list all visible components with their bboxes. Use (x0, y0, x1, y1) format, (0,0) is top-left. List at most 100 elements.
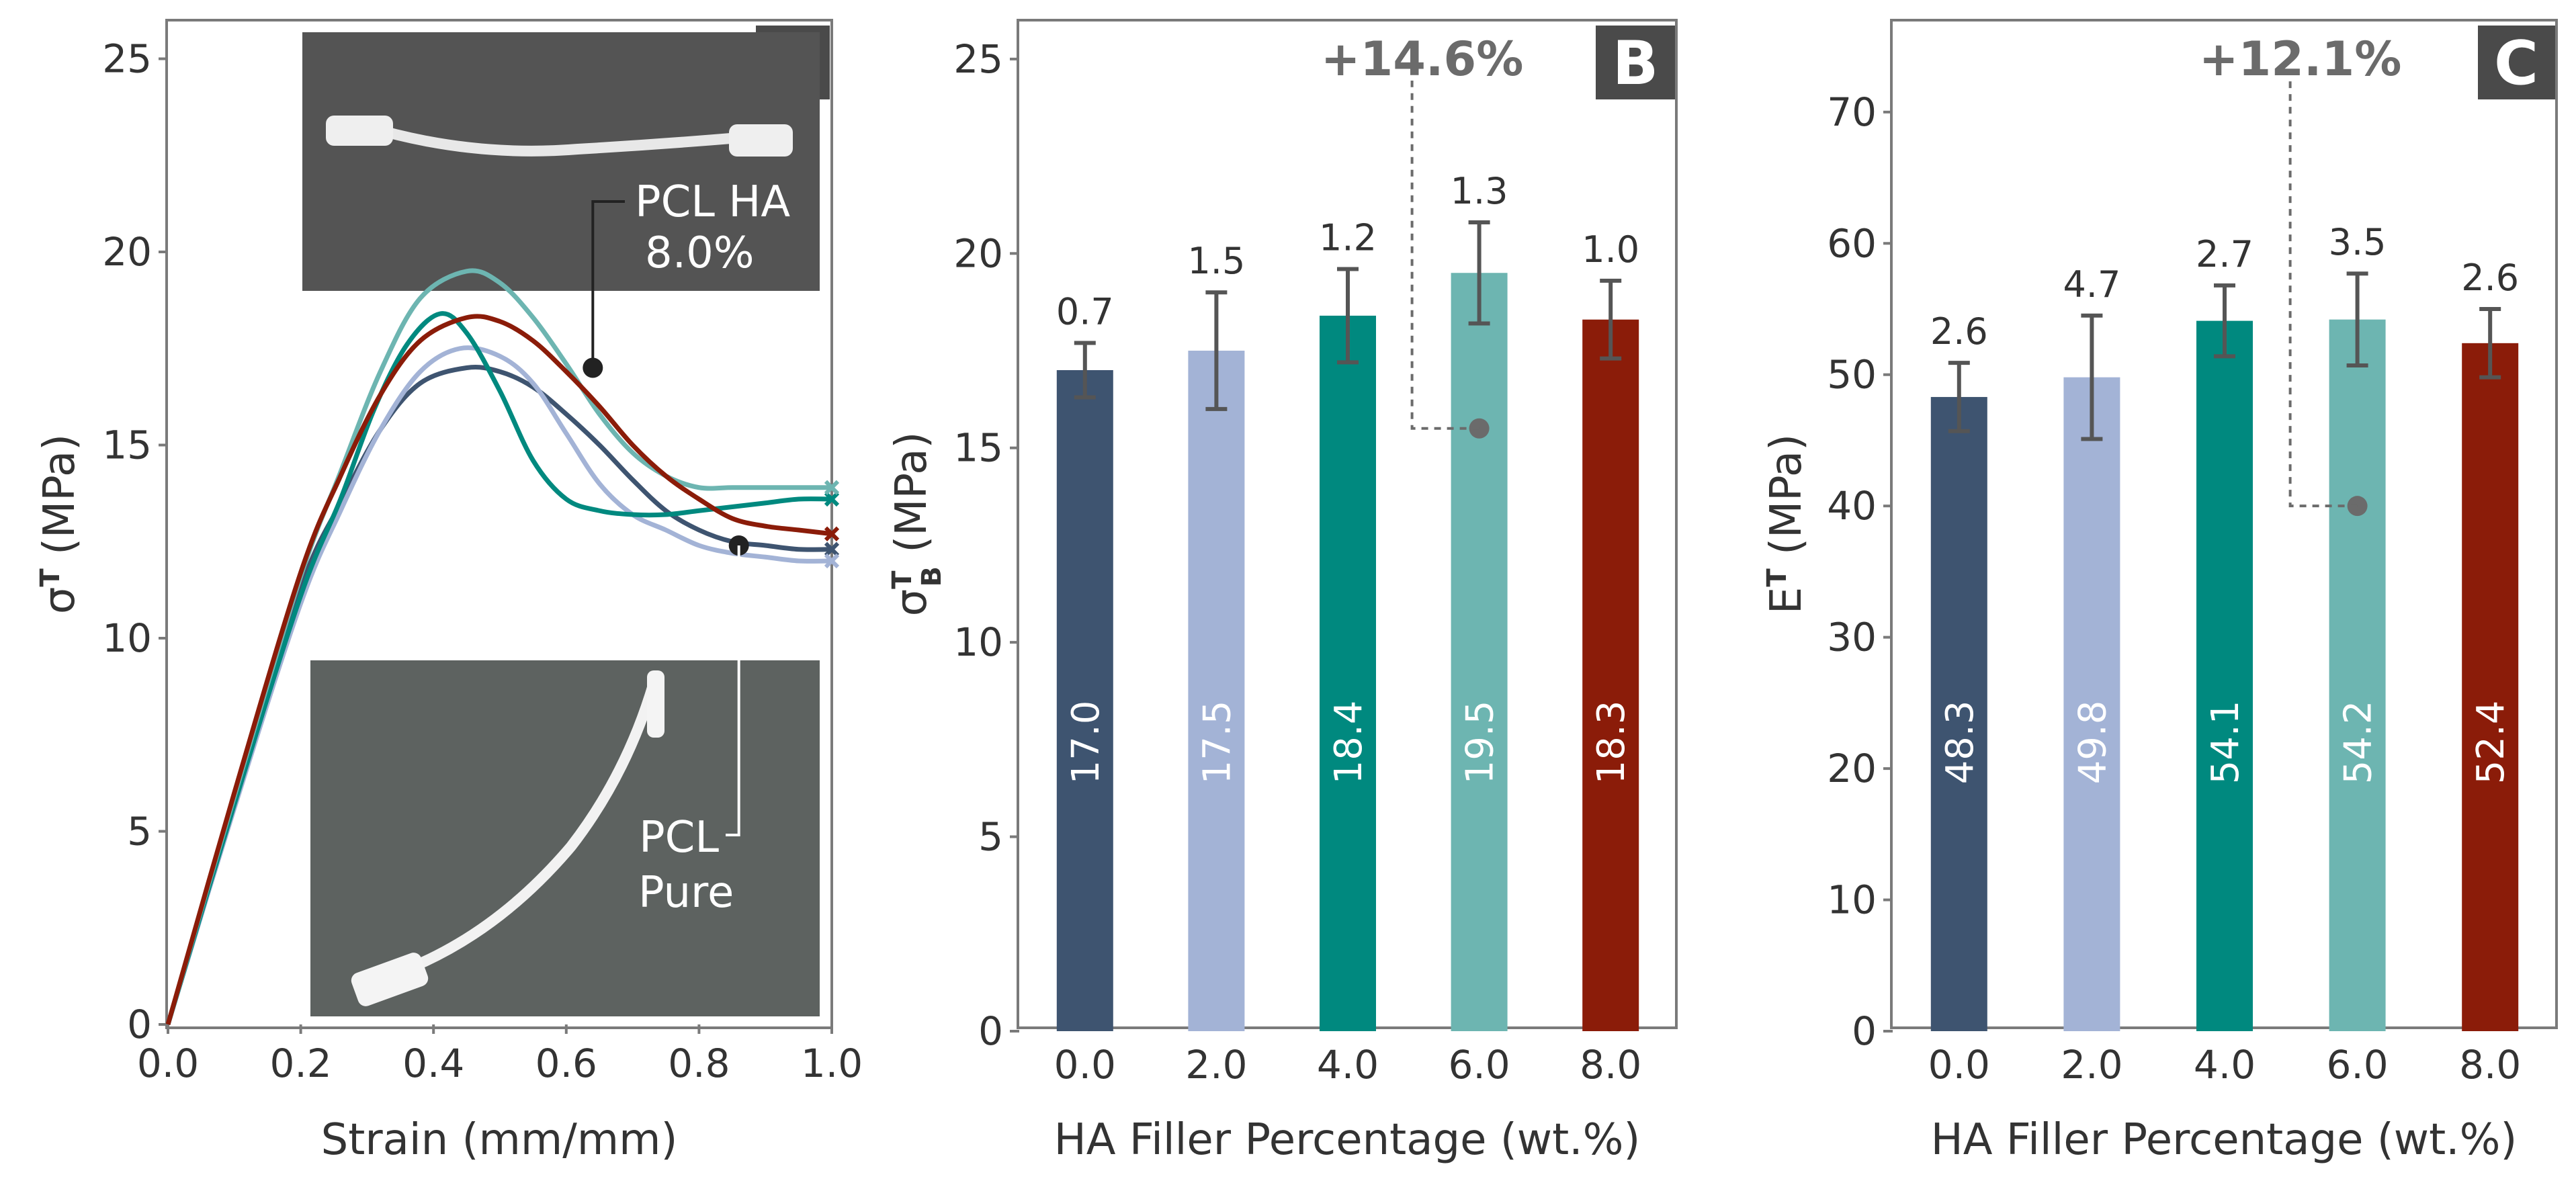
panel-a-xlabel: Strain (mm/mm) (321, 1115, 678, 1165)
x-tick-label: 4.0 (2194, 1042, 2256, 1088)
y-tick-label: 70 (1827, 89, 1877, 135)
x-tick-label: 0.6 (535, 1041, 597, 1086)
panel-b-xlabel: HA Filler Percentage (wt.%) (1054, 1115, 1641, 1165)
annotation-label-pure-line1: PCL (639, 813, 719, 863)
error-label: 1.2 (1319, 216, 1377, 259)
panel-b-ylabel: σTB (MPa) (887, 432, 947, 617)
value-label: 49.8 (2071, 701, 2114, 785)
y-tick-label: 20 (953, 230, 1003, 276)
x-tick-label: 0.2 (269, 1041, 331, 1086)
series-line-40 (165, 311, 832, 1026)
annotation-leader-pure (726, 545, 740, 836)
panel-b-strength: B 0 5 10 15 20 25 0.0 2.0 4.0 6.0 8.0 0.7 17.0 1.5 17… (887, 19, 1678, 1165)
bar (2329, 319, 2386, 1031)
error-label: 3.5 (2329, 221, 2387, 263)
error-label: 0.7 (1056, 290, 1114, 333)
value-label: 52.4 (2469, 701, 2513, 785)
y-tick-label: 5 (978, 814, 1003, 860)
y-tick-label: 25 (953, 36, 1003, 82)
value-label: 54.1 (2204, 701, 2247, 785)
value-label: 17.5 (1195, 701, 1239, 785)
y-tick-label: 40 (1827, 483, 1877, 529)
annotation-label-ha-line1: PCL HA (635, 177, 790, 227)
y-tick-label: 15 (953, 425, 1003, 471)
error-label: 1.5 (1187, 240, 1245, 282)
series-end-marker (824, 553, 840, 569)
y-tick-label: 60 (1827, 220, 1877, 266)
bar (1451, 273, 1508, 1031)
panel-a-axes: 0 5 10 15 20 25 0.0 0.2 0.4 0.6 0.8 1.0 (102, 36, 863, 1087)
error-label: 4.7 (2063, 263, 2120, 306)
y-tick-label: 10 (1827, 877, 1877, 923)
panel-b-tag: B (1613, 28, 1659, 99)
panel-c-xlabel: HA Filler Percentage (wt.%) (1931, 1115, 2518, 1165)
panel-a-frame (165, 19, 833, 1029)
bar (1582, 319, 1639, 1031)
bar (1056, 369, 1113, 1031)
specimen-photo-top (302, 32, 820, 291)
callout-label: +14.6% (1321, 32, 1524, 87)
y-tick-label: 20 (102, 229, 152, 275)
y-tick-label: 10 (953, 619, 1003, 665)
x-tick-label: 8.0 (2459, 1042, 2521, 1088)
bar (2462, 343, 2519, 1032)
x-tick-label: 6.0 (2326, 1042, 2388, 1088)
x-tick-label: 2.0 (1185, 1042, 1247, 1088)
y-tick-label: 0 (127, 1002, 152, 1047)
x-tick-label: 1.0 (801, 1041, 863, 1086)
y-tick-label: 10 (102, 615, 152, 661)
specimen-photo-bottom (310, 660, 820, 1016)
y-tick-label: 20 (1827, 746, 1877, 791)
value-label: 48.3 (1938, 701, 1982, 785)
bar (1930, 396, 1987, 1031)
bar (1188, 351, 1245, 1031)
callout-leader (1410, 81, 1479, 430)
error-label: 2.6 (1930, 310, 1988, 353)
panel-a-ylabel: σT (MPa) (35, 434, 85, 614)
x-tick-label: 0.4 (402, 1041, 464, 1086)
value-label: 17.0 (1064, 701, 1108, 785)
error-label: 1.3 (1451, 170, 1508, 212)
panel-c-tag: C (2494, 28, 2538, 99)
panel-c-ylabel: ET (MPa) (1762, 434, 1811, 614)
x-tick-label: 0.8 (668, 1041, 730, 1086)
panel-c-axes: 0 10 20 30 40 50 60 70 0.0 2.0 4.0 6.0 8.0 (1827, 89, 2521, 1088)
annotation-label-ha-line2: 8.0% (645, 228, 755, 278)
callout-leader (2288, 81, 2358, 508)
bar (2196, 320, 2253, 1031)
panel-b-tag-bg (1596, 26, 1675, 99)
y-tick-label: 25 (102, 36, 152, 82)
value-label: 18.4 (1327, 701, 1371, 785)
x-tick-label: 0.0 (137, 1041, 199, 1086)
panel-b-axes: 0 5 10 15 20 25 0.0 2.0 4.0 6.0 8.0 (953, 36, 1641, 1088)
value-label: 19.5 (1459, 701, 1502, 785)
series-end-marker (824, 541, 840, 557)
panel-b-bars: 0.7 17.0 1.5 17.5 1.2 18.4 1.3 19.5 1.0 18.3 +14.6… (1056, 32, 1639, 1031)
series-end-marker (824, 491, 840, 507)
series-end-marker (824, 526, 840, 541)
x-tick-label: 4.0 (1317, 1042, 1379, 1088)
series-line-80 (165, 314, 832, 1025)
y-tick-label: 5 (127, 809, 152, 854)
panel-a-lines (165, 268, 840, 1026)
x-tick-label: 8.0 (1580, 1042, 1641, 1088)
callout-label: +12.1% (2199, 32, 2402, 87)
error-label: 2.7 (2196, 233, 2253, 275)
y-tick-label: 0 (1852, 1008, 1877, 1054)
y-tick-label: 15 (102, 423, 152, 468)
x-tick-label: 2.0 (2061, 1042, 2122, 1088)
x-tick-label: 6.0 (1448, 1042, 1510, 1088)
panel-c-modulus: C 0 10 20 30 40 50 60 70 0.0 2.0 4.0 6.0 8.0 2.6 48.3… (1762, 19, 2558, 1165)
series-end-marker (824, 480, 840, 495)
value-label: 54.2 (2337, 701, 2380, 785)
x-tick-label: 0.0 (1928, 1042, 1990, 1088)
panel-c-tag-bg (2478, 26, 2555, 99)
value-label: 18.3 (1590, 701, 1633, 785)
y-tick-label: 50 (1827, 352, 1877, 398)
bar (2063, 377, 2120, 1031)
panel-c-bars: 2.6 48.3 4.7 49.8 2.7 54.1 3.5 54.2 2.6 52.4 +12.1… (1930, 32, 2519, 1032)
y-tick-label: 0 (978, 1008, 1003, 1054)
